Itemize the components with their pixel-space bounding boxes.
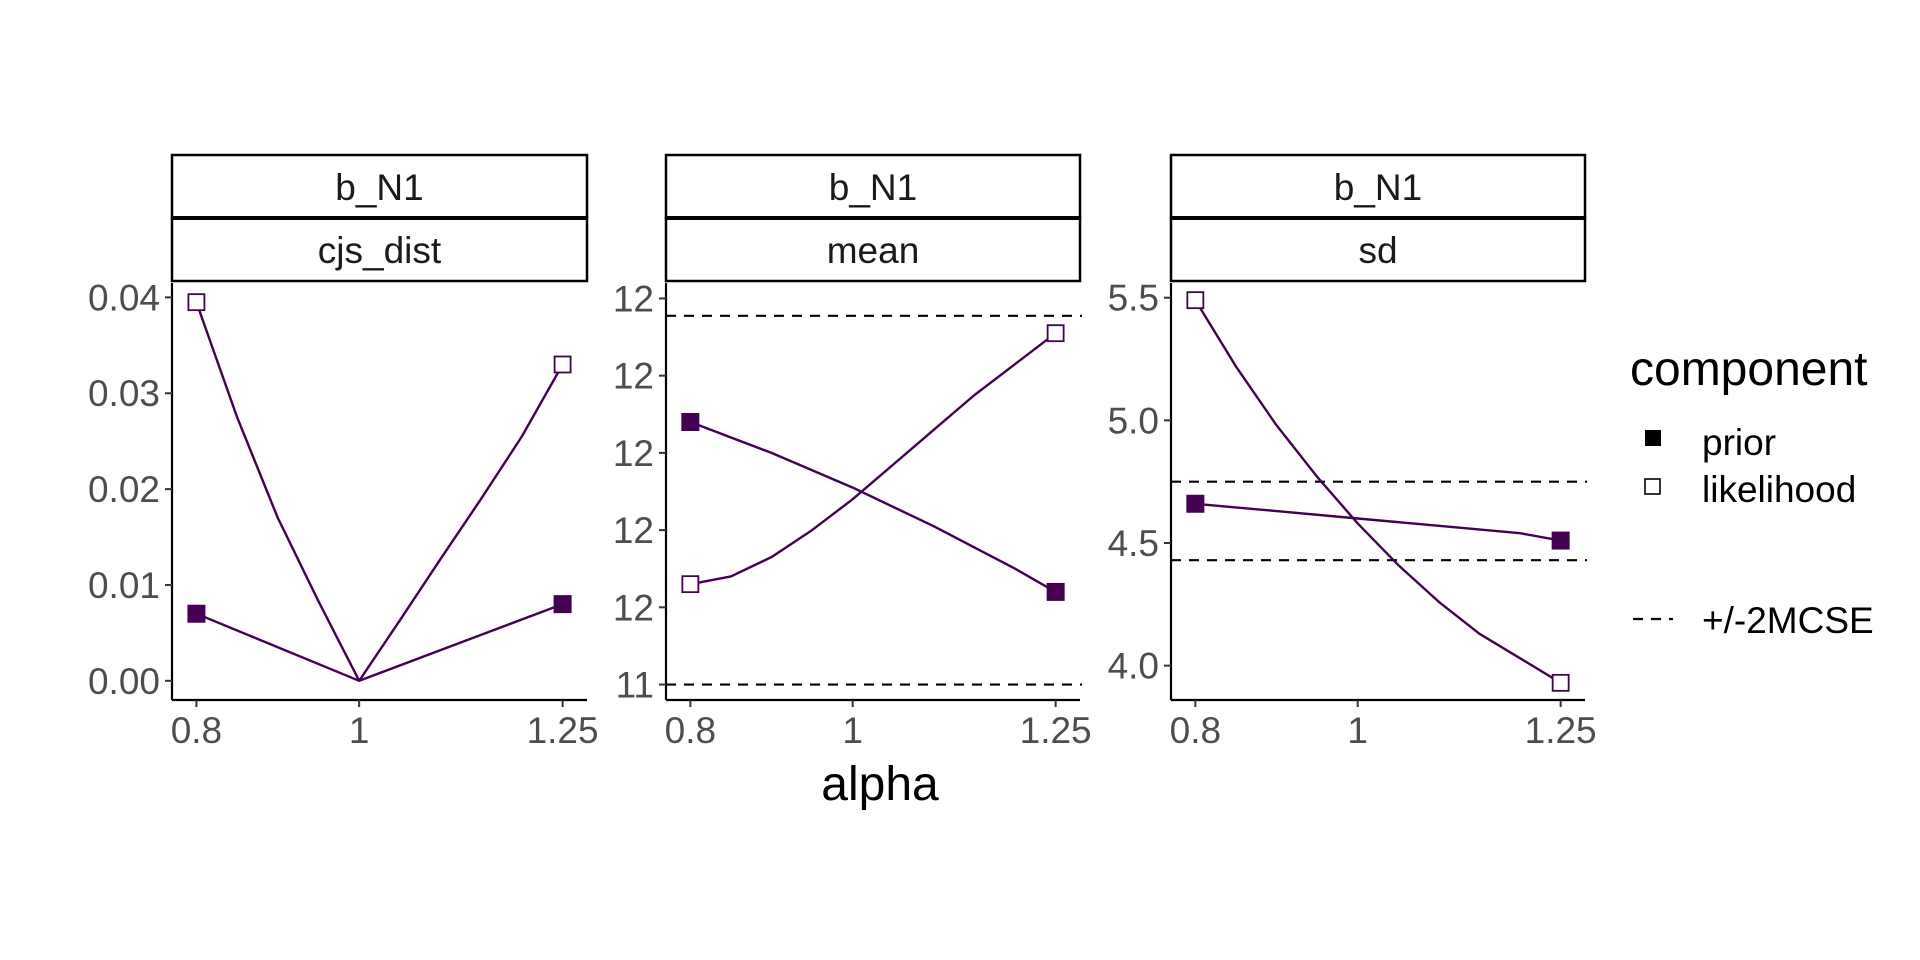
marker-prior xyxy=(1551,531,1570,550)
y-tick-label: 12 xyxy=(613,278,654,319)
legend-key-likelihood xyxy=(1644,478,1661,495)
series-line-likelihood xyxy=(690,332,1057,586)
legend-title: component xyxy=(1630,343,1868,396)
y-tick-label: 11 xyxy=(616,665,654,706)
legend: component prior likelihood +/-2MCSE xyxy=(1630,343,1874,641)
series-line-prior xyxy=(1195,502,1561,542)
strip-top-label: b_N1 xyxy=(829,167,917,208)
x-tick-label: 1 xyxy=(349,710,370,751)
marker-prior xyxy=(1046,582,1065,601)
marker-likelihood xyxy=(1186,291,1205,310)
strip-bottom-label: sd xyxy=(1358,230,1397,271)
legend-key-prior xyxy=(1645,430,1661,446)
y-tick-label: 12 xyxy=(613,510,654,551)
y-tick-label: 0.02 xyxy=(88,469,160,510)
y-tick-label: 0.03 xyxy=(88,373,160,414)
x-tick-label: 1.25 xyxy=(1525,710,1597,751)
x-tick-label: 0.8 xyxy=(665,710,716,751)
strip-bottom-label: cjs_dist xyxy=(318,230,442,271)
marker-likelihood xyxy=(1551,673,1570,692)
legend-label-likelihood: likelihood xyxy=(1702,469,1856,510)
strip-bottom-box xyxy=(170,216,589,283)
panels: b_N1 cjs_dist 0.00 0.01 0.02 0.03 0.04 0.8 1 1.25… xyxy=(88,153,1597,751)
x-axis-title: alpha xyxy=(821,758,939,811)
y-tick-label: 4.0 xyxy=(1108,646,1159,687)
legend-label-prior: prior xyxy=(1702,422,1776,463)
panel-cjs_dist: b_N1 cjs_dist 0.00 0.01 0.02 0.03 0.04 0.8 1 1.25 xyxy=(88,153,599,751)
strip-bottom-label: mean xyxy=(827,230,920,271)
series-line-likelihood xyxy=(195,301,564,682)
strip-top-label: b_N1 xyxy=(1334,167,1422,208)
x-tick-label: 1.25 xyxy=(1020,710,1092,751)
x-tick-label: 0.8 xyxy=(171,710,222,751)
marker-likelihood xyxy=(1046,324,1065,343)
strip-top-label: b_N1 xyxy=(335,167,423,208)
marker-likelihood xyxy=(187,293,206,312)
marker-likelihood xyxy=(553,355,572,374)
marker-prior xyxy=(187,604,206,623)
series-line-prior xyxy=(689,420,1057,593)
y-tick-label: 0.01 xyxy=(88,565,160,606)
marker-prior xyxy=(553,595,572,614)
y-tick-label: 12 xyxy=(613,587,654,628)
strip-bottom-box xyxy=(1169,216,1587,283)
y-tick-label: 0.00 xyxy=(88,661,160,702)
y-tick-label: 5.5 xyxy=(1108,278,1159,319)
marker-likelihood xyxy=(681,575,700,594)
y-tick-label: 12 xyxy=(613,433,654,474)
x-tick-label: 1 xyxy=(842,710,863,751)
y-tick-label: 0.04 xyxy=(88,277,160,318)
y-tick-label: 12 xyxy=(613,356,654,397)
marker-prior xyxy=(1186,494,1205,513)
y-tick-label: 4.5 xyxy=(1108,523,1159,564)
series-line-prior xyxy=(195,602,564,682)
x-tick-label: 1.25 xyxy=(527,710,599,751)
x-tick-label: 0.8 xyxy=(1170,710,1221,751)
legend-label-mcse: +/-2MCSE xyxy=(1702,600,1874,641)
x-tick-label: 1 xyxy=(1347,710,1368,751)
series-line-likelihood xyxy=(1194,299,1562,684)
strip-top-box xyxy=(170,153,589,220)
marker-prior xyxy=(681,413,700,431)
y-tick-label: 5.0 xyxy=(1108,400,1159,441)
